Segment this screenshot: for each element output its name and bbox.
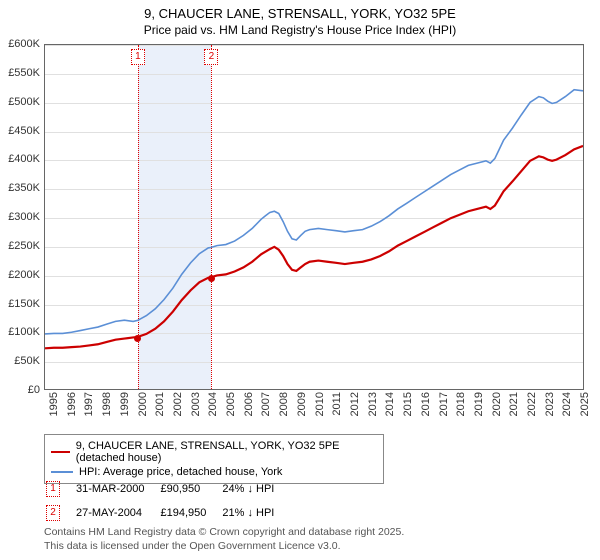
legend-swatch	[51, 471, 73, 473]
y-axis-tick: £50K	[0, 355, 40, 367]
legend-item-price-paid: 9, CHAUCER LANE, STRENSALL, YORK, YO32 5…	[51, 439, 377, 465]
page-title: 9, CHAUCER LANE, STRENSALL, YORK, YO32 5…	[0, 0, 600, 23]
y-axis-tick: £100K	[0, 326, 40, 338]
chart-lines	[45, 45, 583, 389]
y-axis-tick: £300K	[0, 211, 40, 223]
x-axis-tick: 2025	[579, 392, 591, 432]
y-axis-tick: £450K	[0, 125, 40, 137]
event-price: £90,950	[160, 478, 220, 500]
x-axis-tick: 2022	[526, 392, 538, 432]
x-axis-tick: 1995	[48, 392, 60, 432]
y-axis-tick: £500K	[0, 96, 40, 108]
x-axis-tick: 2012	[349, 392, 361, 432]
y-axis-tick: £0	[0, 384, 40, 396]
x-axis-tick: 2010	[314, 392, 326, 432]
x-axis-tick: 2017	[438, 392, 450, 432]
x-axis-tick: 2006	[243, 392, 255, 432]
footer-line: This data is licensed under the Open Gov…	[44, 540, 404, 554]
x-axis-tick: 2021	[508, 392, 520, 432]
y-axis-tick: £400K	[0, 153, 40, 165]
x-axis-tick: 2018	[455, 392, 467, 432]
y-axis-tick: £550K	[0, 67, 40, 79]
y-axis-tick: £600K	[0, 38, 40, 50]
y-axis-tick: £150K	[0, 298, 40, 310]
x-axis-tick: 2011	[331, 392, 343, 432]
x-axis-tick: 2015	[402, 392, 414, 432]
event-row: 1 31-MAR-2000£90,95024% ↓ HPI	[46, 478, 288, 500]
x-axis-tick: 1998	[101, 392, 113, 432]
series-line-hpi	[45, 90, 583, 334]
y-axis-tick: £250K	[0, 240, 40, 252]
x-axis-tick: 2003	[190, 392, 202, 432]
x-axis-tick: 2014	[384, 392, 396, 432]
x-axis-tick: 1996	[66, 392, 78, 432]
line-chart: 12	[44, 44, 584, 390]
x-axis-tick: 2008	[278, 392, 290, 432]
event-badge: 1	[46, 481, 60, 497]
event-price: £194,950	[160, 502, 220, 524]
x-axis-tick: 2007	[260, 392, 272, 432]
x-axis-tick: 2004	[207, 392, 219, 432]
page-subtitle: Price paid vs. HM Land Registry's House …	[0, 23, 600, 41]
footer-line: Contains HM Land Registry data © Crown c…	[44, 526, 404, 540]
x-axis-tick: 2023	[544, 392, 556, 432]
event-date: 31-MAR-2000	[76, 478, 158, 500]
x-axis-tick: 2002	[172, 392, 184, 432]
events-table: 1 31-MAR-2000£90,95024% ↓ HPI 2 27-MAY-2004…	[44, 476, 290, 526]
event-date: 27-MAY-2004	[76, 502, 158, 524]
x-axis-tick: 2005	[225, 392, 237, 432]
x-axis-tick: 2009	[296, 392, 308, 432]
event-badge: 2	[46, 505, 60, 521]
x-axis-tick: 1997	[83, 392, 95, 432]
event-row: 2 27-MAY-2004£194,95021% ↓ HPI	[46, 502, 288, 524]
data-point-marker	[208, 275, 215, 282]
event-diff: 24% ↓ HPI	[222, 478, 288, 500]
x-axis-tick: 2001	[154, 392, 166, 432]
x-axis-tick: 2016	[420, 392, 432, 432]
legend-swatch	[51, 451, 70, 453]
legend-label: 9, CHAUCER LANE, STRENSALL, YORK, YO32 5…	[76, 440, 377, 464]
x-axis-tick: 2020	[491, 392, 503, 432]
x-axis-tick: 2024	[561, 392, 573, 432]
x-axis-tick: 2000	[137, 392, 149, 432]
footer-attribution: Contains HM Land Registry data © Crown c…	[44, 526, 404, 553]
y-axis-tick: £200K	[0, 269, 40, 281]
series-line-price_paid	[45, 146, 583, 348]
event-diff: 21% ↓ HPI	[222, 502, 288, 524]
x-axis-tick: 2013	[367, 392, 379, 432]
x-axis-tick: 2019	[473, 392, 485, 432]
x-axis-tick: 1999	[119, 392, 131, 432]
y-axis-tick: £350K	[0, 182, 40, 194]
